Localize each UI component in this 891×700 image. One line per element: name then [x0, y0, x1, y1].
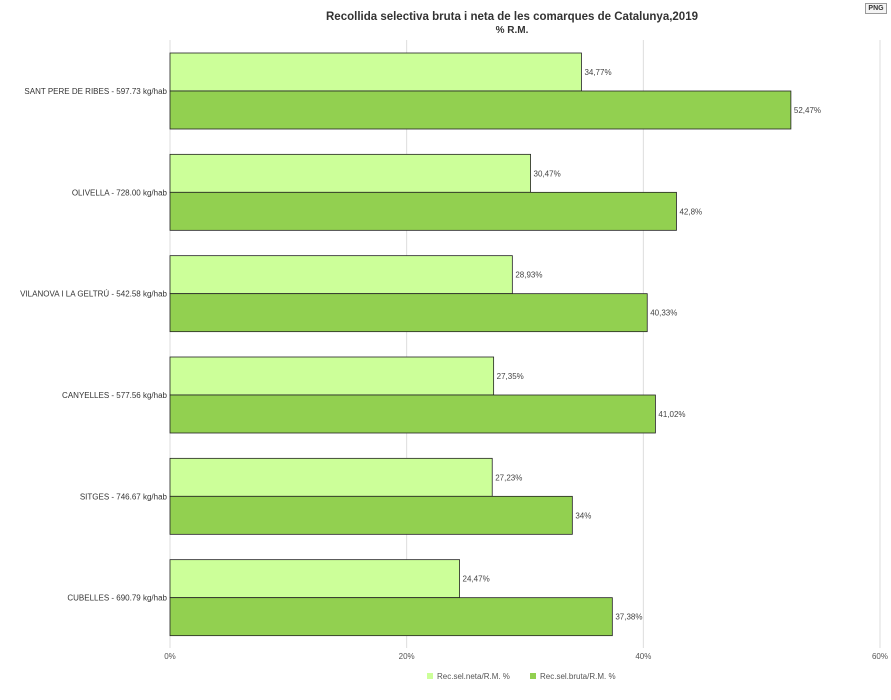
category-label: SITGES - 746.67 kg/hab [80, 492, 168, 501]
category-label: OLIVELLA - 728.00 kg/hab [72, 188, 168, 197]
legend-swatch-neta [427, 673, 433, 679]
data-label-neta: 30,47% [534, 169, 561, 178]
labels-layer: SANT PERE DE RIBES - 597.73 kg/hab 34,77%… [20, 68, 821, 622]
legend-swatch-bruta [530, 673, 536, 679]
bar-neta[interactable] [169, 559, 460, 599]
legend-label-neta: Rec.sel.neta/R.M. % [437, 672, 510, 681]
grid-layer: 0% 20% 40% 60% [164, 40, 888, 661]
data-label-neta: 27,35% [497, 372, 524, 381]
data-label-neta: 27,23% [495, 473, 522, 482]
category-label: CANYELLES - 577.56 kg/hab [62, 391, 168, 400]
bar-neta[interactable] [169, 255, 513, 295]
legend[interactable]: Rec.sel.neta/R.M. % Rec.sel.bruta/R.M. % [427, 672, 616, 681]
chart-subtitle: % R.M. [496, 25, 529, 36]
bar-neta[interactable] [169, 356, 495, 396]
bar-neta[interactable] [169, 457, 493, 497]
data-label-bruta: 52,47% [794, 106, 821, 115]
data-label-bruta: 34% [575, 511, 591, 520]
x-tick-label: 0% [164, 652, 176, 661]
x-tick-label: 60% [872, 652, 888, 661]
chart-title: Recollida selectiva bruta i neta de les … [326, 11, 698, 23]
bar-bruta[interactable] [169, 394, 656, 434]
x-tick-label: 20% [399, 652, 415, 661]
data-label-bruta: 42,8% [679, 207, 702, 216]
bar-bruta[interactable] [169, 90, 792, 130]
data-label-neta: 28,93% [515, 271, 542, 280]
category-label: CUBELLES - 690.79 kg/hab [67, 594, 167, 603]
bar-bruta[interactable] [169, 495, 573, 535]
data-label-bruta: 37,38% [615, 613, 642, 622]
bar-neta[interactable] [169, 52, 582, 92]
bar-bruta[interactable] [169, 191, 677, 231]
bar-bruta[interactable] [169, 293, 648, 333]
x-tick-label: 40% [635, 652, 651, 661]
legend-item-bruta[interactable]: Rec.sel.bruta/R.M. % [530, 672, 616, 681]
legend-item-neta[interactable]: Rec.sel.neta/R.M. % [427, 672, 510, 681]
data-label-neta: 24,47% [463, 575, 490, 584]
png-export-button[interactable]: PNG [865, 3, 887, 14]
data-label-bruta: 40,33% [650, 309, 677, 318]
bar-bruta[interactable] [169, 597, 613, 637]
category-label: SANT PERE DE RIBES - 597.73 kg/hab [24, 87, 167, 96]
legend-label-bruta: Rec.sel.bruta/R.M. % [540, 672, 616, 681]
bar-neta[interactable] [169, 153, 531, 193]
bars-layer [169, 52, 792, 637]
category-label: VILANOVA I LA GELTRÚ - 542.58 kg/hab [20, 290, 167, 299]
data-label-bruta: 41,02% [658, 410, 685, 419]
data-label-neta: 34,77% [584, 68, 611, 77]
